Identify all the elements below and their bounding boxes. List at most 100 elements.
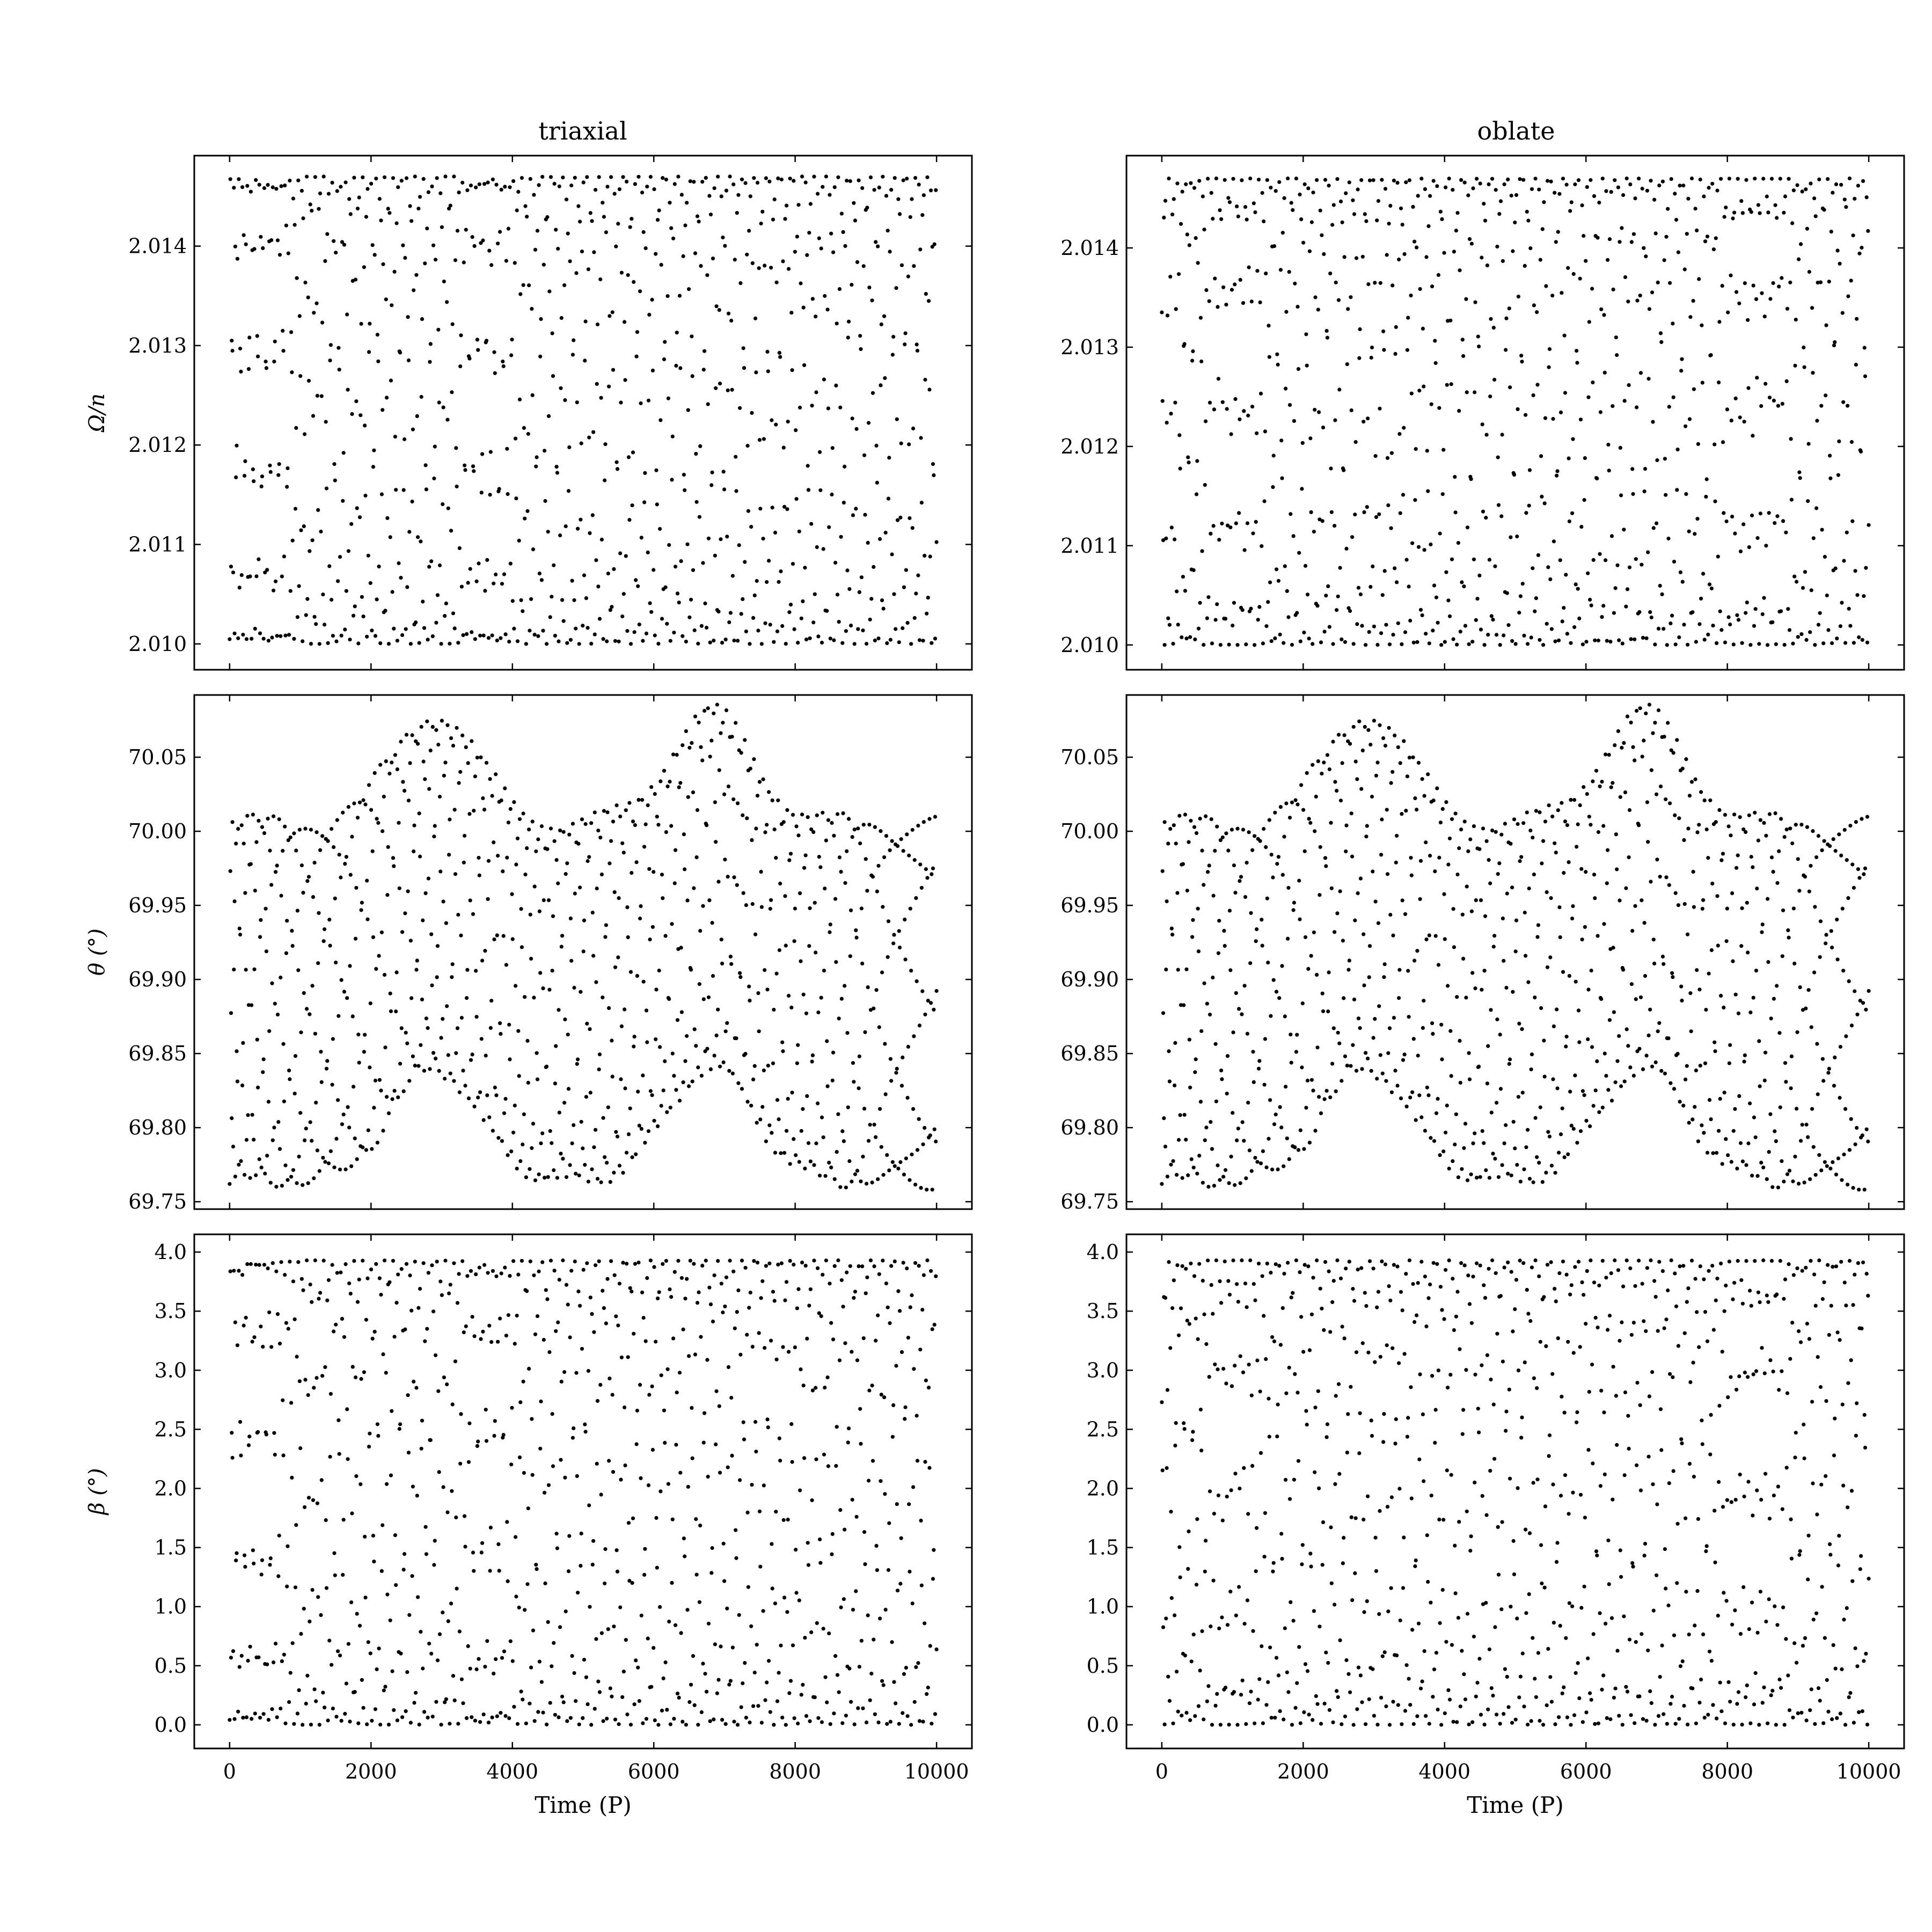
data-point — [759, 1296, 763, 1300]
data-point — [349, 1600, 354, 1605]
data-point — [1652, 197, 1657, 202]
data-point — [483, 1665, 487, 1669]
data-point — [252, 967, 257, 971]
data-point — [445, 723, 450, 727]
data-point — [649, 1685, 654, 1689]
data-point — [370, 1147, 374, 1151]
data-point — [918, 247, 923, 252]
data-point — [608, 608, 612, 612]
data-point — [934, 1274, 938, 1278]
data-point — [677, 294, 682, 298]
data-point — [685, 1277, 689, 1281]
data-point — [822, 377, 826, 382]
data-point — [290, 538, 295, 543]
data-point — [297, 828, 302, 832]
data-point — [817, 236, 821, 240]
data-point — [908, 1305, 912, 1309]
data-point — [619, 400, 623, 405]
data-point — [1329, 510, 1334, 514]
data-point — [791, 562, 795, 566]
data-point — [692, 1703, 697, 1707]
data-point — [745, 1510, 750, 1514]
data-point — [1344, 191, 1348, 195]
data-point — [806, 488, 811, 492]
data-point — [295, 615, 300, 619]
data-point — [261, 636, 266, 641]
data-point — [815, 1621, 819, 1625]
data-point — [792, 939, 796, 943]
data-point — [589, 641, 594, 646]
data-point — [583, 822, 588, 826]
data-point — [388, 535, 392, 539]
data-point — [361, 798, 365, 802]
data-point — [398, 1422, 402, 1426]
data-point — [903, 1405, 908, 1409]
data-point — [641, 639, 645, 643]
data-point — [662, 1408, 667, 1413]
data-point — [448, 1722, 452, 1726]
data-point — [1520, 1091, 1525, 1095]
data-point — [1675, 448, 1680, 452]
data-point — [457, 1272, 461, 1276]
data-point — [1287, 403, 1292, 407]
data-point — [821, 1135, 825, 1139]
data-point — [910, 526, 914, 530]
data-point — [1542, 1074, 1547, 1079]
data-point — [1641, 635, 1645, 640]
data-point — [1855, 317, 1859, 321]
data-point — [1395, 580, 1399, 584]
data-point — [882, 314, 887, 318]
data-point — [303, 432, 307, 436]
data-point — [504, 259, 509, 263]
data-point — [538, 971, 543, 975]
data-point — [486, 897, 490, 901]
data-point — [706, 1475, 710, 1479]
data-point — [1552, 539, 1556, 544]
data-point — [925, 1692, 929, 1696]
data-point — [1693, 1104, 1697, 1109]
data-point — [777, 1436, 781, 1440]
data-point — [1389, 526, 1393, 530]
data-point — [930, 1327, 934, 1331]
data-point — [1733, 992, 1738, 997]
data-point — [1458, 1080, 1462, 1085]
data-point — [832, 638, 836, 642]
data-point — [1400, 642, 1404, 646]
data-point — [305, 1673, 310, 1678]
data-point — [432, 476, 436, 481]
data-point — [1640, 186, 1644, 191]
data-point — [1484, 516, 1488, 520]
data-point — [287, 1700, 291, 1704]
data-point — [1676, 903, 1680, 908]
data-point — [394, 1583, 398, 1587]
data-point — [824, 838, 828, 843]
data-point — [732, 1719, 736, 1724]
data-point — [554, 858, 559, 862]
data-point — [1746, 386, 1751, 390]
data-point — [756, 1704, 760, 1708]
data-point — [643, 1547, 647, 1551]
data-point — [1446, 598, 1451, 603]
data-point — [587, 435, 591, 440]
data-point — [1249, 1169, 1254, 1173]
data-point — [1760, 612, 1765, 617]
data-point — [1238, 1181, 1242, 1185]
data-point — [229, 1011, 233, 1015]
data-point — [418, 195, 422, 199]
data-point — [492, 581, 496, 586]
data-point — [786, 420, 790, 424]
data-point — [927, 299, 931, 303]
data-point — [850, 1497, 854, 1502]
y-tick-label: 2.014 — [1060, 236, 1119, 260]
data-point — [803, 566, 807, 570]
data-point — [335, 189, 339, 193]
data-point — [573, 175, 577, 180]
data-point — [905, 1714, 910, 1718]
data-point — [393, 435, 398, 439]
data-point — [731, 182, 736, 187]
data-point — [716, 610, 721, 614]
data-point — [760, 1104, 765, 1109]
data-point — [925, 1188, 929, 1192]
data-point — [461, 633, 465, 638]
data-point — [1454, 229, 1458, 233]
